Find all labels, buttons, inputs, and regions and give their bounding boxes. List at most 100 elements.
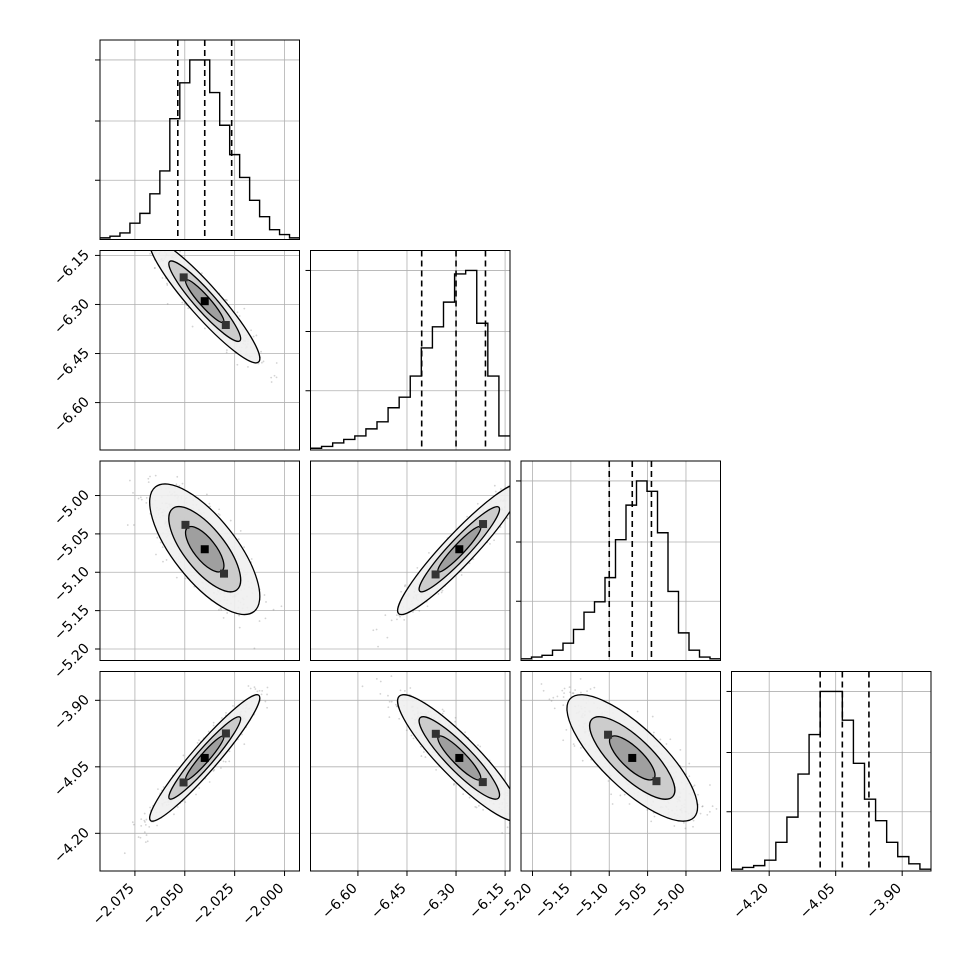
sample-point bbox=[162, 560, 164, 563]
sample-point bbox=[220, 609, 223, 611]
sample-point bbox=[262, 360, 265, 363]
sample-point bbox=[387, 694, 389, 697]
sample-point bbox=[148, 247, 150, 249]
density-peak bbox=[221, 320, 230, 329]
density-peak bbox=[179, 778, 188, 787]
sample-point bbox=[145, 501, 148, 504]
sample-point bbox=[181, 301, 184, 304]
sample-point bbox=[659, 738, 662, 741]
sample-point bbox=[379, 680, 382, 683]
scatter-panel-2-1 bbox=[310, 431, 558, 661]
density-peak bbox=[221, 729, 230, 738]
sample-point bbox=[453, 783, 455, 786]
sample-point bbox=[220, 717, 223, 719]
sample-point bbox=[143, 812, 146, 815]
sample-point bbox=[404, 585, 406, 588]
sample-point bbox=[249, 687, 252, 690]
sample-point bbox=[161, 546, 164, 549]
density-peak bbox=[220, 569, 229, 578]
sample-point bbox=[165, 559, 168, 561]
sample-point bbox=[212, 724, 215, 727]
sample-point bbox=[513, 788, 515, 790]
sample-point bbox=[239, 530, 242, 532]
panel-frame bbox=[99, 671, 300, 872]
sample-point bbox=[168, 246, 170, 248]
sample-point bbox=[510, 808, 512, 810]
sample-point bbox=[546, 834, 548, 836]
sample-point bbox=[256, 690, 259, 693]
sample-point bbox=[468, 796, 471, 799]
sample-point bbox=[275, 376, 278, 379]
sample-point bbox=[403, 690, 406, 692]
sample-point bbox=[258, 620, 261, 622]
sample-point bbox=[255, 334, 258, 337]
sample-point bbox=[147, 481, 150, 483]
sample-point bbox=[143, 831, 146, 834]
sample-point bbox=[228, 760, 231, 763]
sample-point bbox=[264, 617, 267, 620]
sample-point bbox=[538, 823, 540, 825]
sample-point bbox=[144, 823, 147, 826]
sample-point bbox=[679, 748, 682, 751]
sample-point bbox=[412, 737, 415, 740]
sample-point bbox=[156, 536, 159, 539]
sample-point bbox=[511, 503, 513, 505]
scatter-panel-3-2 bbox=[520, 671, 721, 872]
sample-point bbox=[395, 703, 397, 706]
sample-point bbox=[506, 826, 509, 829]
sample-point bbox=[265, 601, 267, 603]
sample-point bbox=[420, 755, 423, 757]
sample-point bbox=[137, 497, 140, 500]
sample-point bbox=[533, 469, 535, 471]
sample-point bbox=[222, 760, 225, 763]
sample-point bbox=[198, 739, 200, 742]
histogram-bars bbox=[521, 480, 721, 660]
sample-point bbox=[238, 626, 241, 629]
scatter-panel-2-0 bbox=[99, 460, 300, 661]
sample-point bbox=[669, 738, 672, 741]
sample-point bbox=[275, 362, 278, 364]
sample-point bbox=[506, 517, 509, 520]
sample-point bbox=[428, 551, 430, 554]
sample-point bbox=[243, 743, 246, 746]
sample-point bbox=[403, 618, 406, 621]
sample-point bbox=[395, 705, 398, 708]
density-peak bbox=[455, 545, 464, 554]
sample-point bbox=[579, 678, 582, 680]
sample-point bbox=[512, 483, 514, 485]
sample-point bbox=[361, 685, 364, 688]
sample-point bbox=[144, 247, 146, 249]
sample-point bbox=[384, 614, 387, 617]
sample-point bbox=[460, 574, 463, 576]
sample-point bbox=[556, 431, 558, 433]
density-peak bbox=[179, 273, 188, 282]
sample-point bbox=[399, 689, 402, 692]
sample-point bbox=[515, 488, 517, 490]
sample-point bbox=[252, 335, 255, 338]
sample-point bbox=[266, 686, 269, 689]
sample-point bbox=[224, 760, 227, 763]
sample-point bbox=[273, 374, 276, 377]
sample-point bbox=[179, 250, 181, 253]
sample-point bbox=[548, 698, 551, 701]
scatter-panel-1-0 bbox=[99, 237, 300, 451]
sample-point bbox=[512, 790, 514, 792]
sample-point bbox=[162, 247, 164, 249]
sample-point bbox=[157, 788, 159, 791]
panel-frame bbox=[520, 460, 721, 661]
histogram-panel-1 bbox=[305, 250, 511, 451]
sample-point bbox=[472, 558, 475, 560]
sample-point bbox=[395, 614, 398, 617]
sample-point bbox=[232, 704, 234, 707]
panel-content bbox=[144, 237, 278, 383]
sample-point bbox=[149, 252, 151, 255]
sample-point bbox=[701, 805, 704, 808]
sample-point bbox=[250, 329, 252, 332]
sample-point bbox=[144, 237, 146, 239]
sample-point bbox=[652, 731, 655, 734]
sample-point bbox=[270, 376, 273, 379]
sample-point bbox=[225, 351, 228, 354]
sample-point bbox=[512, 839, 514, 841]
density-peak bbox=[200, 753, 209, 762]
sample-point bbox=[175, 483, 178, 486]
